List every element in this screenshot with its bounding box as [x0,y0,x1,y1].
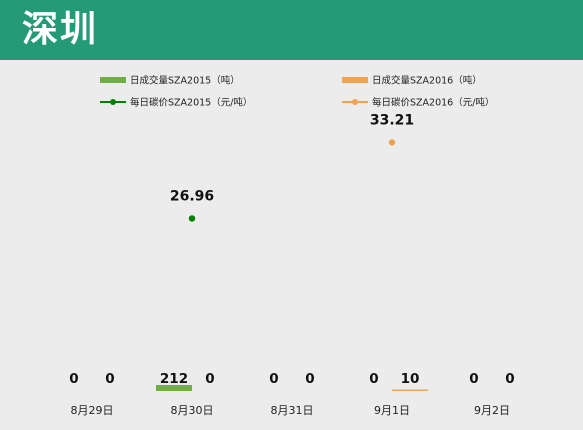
price-point-2015-2 [188,215,196,222]
legend-swatch-1 [100,77,126,83]
category-label-3: 8月31日 [271,404,314,417]
chart-area: 日成交量SZA2015（吨） 日成交量SZA2016（吨） 每日碳价SZA2015（… [0,60,583,430]
header-bar: 深圳 [0,0,583,60]
volume-label-2016-3: 0 [305,371,314,387]
data-labels: 0 0 212 0 0 0 0 10 0 0 26.96 33.21 [69,112,514,387]
volume-label-2015-3: 0 [269,371,278,387]
volume-label-2015-1: 0 [69,371,78,387]
category-label-4: 9月1日 [374,404,410,417]
bar-2015-2 [156,385,192,391]
volume-label-2015-4: 0 [369,371,378,387]
legend-marker-4 [352,99,358,105]
legend-swatch-2 [342,77,368,83]
legend-marker-3 [110,99,116,105]
legend: 日成交量SZA2015（吨） 日成交量SZA2016（吨） 每日碳价SZA2015（… [100,75,494,109]
legend-label-1: 日成交量SZA2015（吨） [130,75,240,87]
volume-label-2016-1: 0 [105,371,114,387]
legend-item-1: 日成交量SZA2015（吨） [100,75,240,87]
volume-bars [156,385,428,391]
category-axis: 8月29日 8月30日 8月31日 9月1日 9月2日 [71,404,511,417]
bar-2016-4 [392,389,428,391]
price-label-2: 26.96 [170,188,214,204]
volume-label-2015-5: 0 [469,371,478,387]
volume-label-2016-5: 0 [505,371,514,387]
legend-label-2: 日成交量SZA2016（吨） [372,75,482,87]
volume-label-2016-4: 10 [401,371,420,387]
legend-item-4: 每日碳价SZA2016（元/吨） [342,97,494,109]
carbon-trading-chart: 日成交量SZA2015（吨） 日成交量SZA2016（吨） 每日碳价SZA2015（… [69,75,514,418]
price-point-2016-4 [388,139,396,146]
volume-label-2016-2: 0 [205,371,214,387]
price-points [188,139,396,222]
page-title: 深圳 [22,9,99,50]
legend-label-4: 每日碳价SZA2016（元/吨） [372,97,494,109]
category-label-1: 8月29日 [71,404,114,417]
legend-item-2: 日成交量SZA2016（吨） [342,75,482,87]
price-label-4: 33.21 [370,112,414,128]
category-label-5: 9月2日 [474,404,510,417]
volume-label-2015-2: 212 [160,371,188,387]
legend-item-3: 每日碳价SZA2015（元/吨） [100,97,252,109]
legend-label-3: 每日碳价SZA2015（元/吨） [130,97,252,109]
category-label-2: 8月30日 [171,404,214,417]
